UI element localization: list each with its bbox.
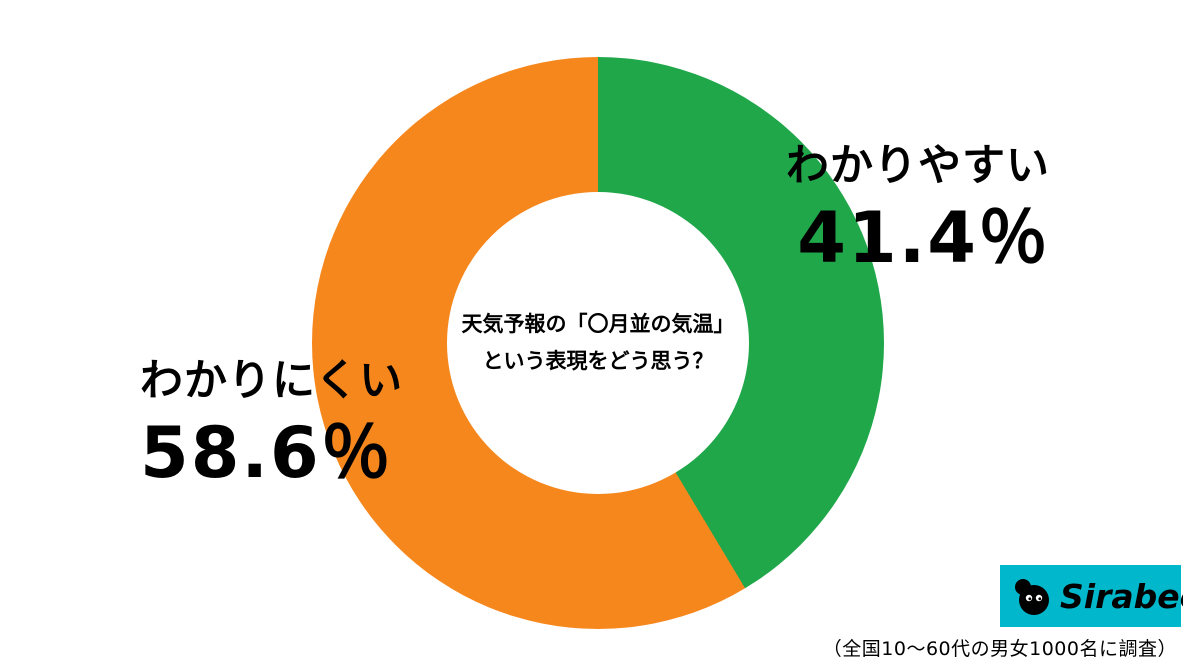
segment-hard-value: 58.6％	[140, 412, 393, 495]
chart-question-line1: 天気予報の「〇月並の気温」	[461, 312, 735, 336]
chart-question-line2: という表現をどう思う？	[482, 349, 714, 373]
sirabee-logo: Sirabee	[1000, 565, 1183, 627]
sirabee-mascot-icon	[1015, 579, 1049, 615]
sirabee-logo-text: Sirabee	[1060, 576, 1183, 616]
segment-label-hard: わかりにくい 58.6％	[140, 356, 404, 495]
donut-center: 天気予報の「〇月並の気温」 という表現をどう思う？	[447, 192, 749, 494]
segment-hard-name: わかりにくい	[140, 356, 404, 406]
segment-easy-name: わかりやすい	[786, 141, 1050, 191]
segment-label-easy: わかりやすい 41.4％	[786, 141, 1050, 280]
survey-note: （全国10〜60代の男女1000名に調査）	[822, 638, 1177, 660]
segment-easy-value: 41.4％	[797, 197, 1050, 280]
donut-chart: 天気予報の「〇月並の気温」 という表現をどう思う？	[312, 57, 884, 629]
